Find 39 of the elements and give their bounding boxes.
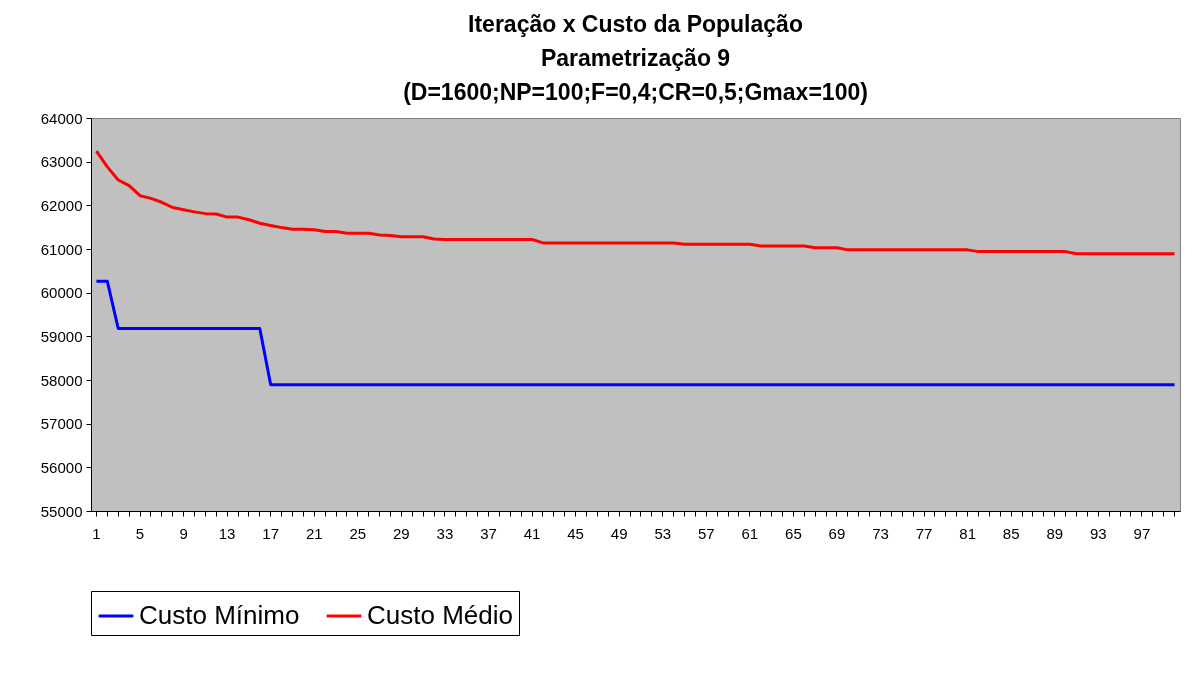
x-tick-label: 9 [179, 524, 188, 542]
y-tick-label: 64000 [40, 109, 83, 127]
y-tick-label: 62000 [40, 196, 83, 214]
x-tick-label: 1 [92, 524, 101, 542]
y-tick-label: 60000 [40, 284, 83, 302]
x-tick-label: 97 [1133, 524, 1151, 542]
x-tick-label: 25 [349, 524, 367, 542]
x-tick-label: 93 [1089, 524, 1107, 542]
legend-label: Custo Médio [367, 600, 513, 630]
x-tick-label: 57 [697, 524, 715, 542]
x-tick-label: 77 [915, 524, 933, 542]
x-tick-label: 17 [262, 524, 280, 542]
y-tick-label: 61000 [40, 240, 83, 258]
line-series [94, 149, 1177, 256]
x-tick-label: 5 [135, 524, 145, 542]
x-tick-label: 85 [1002, 524, 1020, 542]
x-tick-label: 21 [305, 524, 323, 542]
y-tick-label: 55000 [40, 502, 83, 520]
x-tick-label: 65 [785, 524, 802, 542]
x-tick-label: 73 [872, 524, 889, 542]
y-tick-label: 56000 [40, 458, 83, 476]
x-tick-label: 29 [393, 524, 410, 542]
y-tick-label: 63000 [40, 153, 83, 171]
y-tick-label: 58000 [40, 371, 83, 389]
x-tick-label: 13 [218, 524, 236, 542]
y-tick-label: 59000 [40, 327, 83, 345]
x-tick-label: 33 [436, 524, 454, 542]
x-tick-label: 81 [959, 524, 976, 542]
x-tick-label: 41 [523, 524, 541, 542]
x-tick-label: 49 [610, 524, 628, 542]
x-tick-label: 37 [480, 524, 497, 542]
x-tick-label: 89 [1046, 524, 1064, 542]
x-tick-label: 69 [828, 524, 846, 542]
x-tick-label: 53 [654, 524, 672, 542]
x-tick-label: 45 [567, 524, 584, 542]
x-tick-label: 61 [741, 524, 759, 542]
legend-label: Custo Mínimo [139, 600, 300, 630]
chart-title: Iteração x Custo da População Parametrização 9 (D=1600;NP=100;F=0,4;CR=0,5;Gmax=100) [403, 11, 868, 105]
y-tick-label: 57000 [40, 415, 83, 433]
